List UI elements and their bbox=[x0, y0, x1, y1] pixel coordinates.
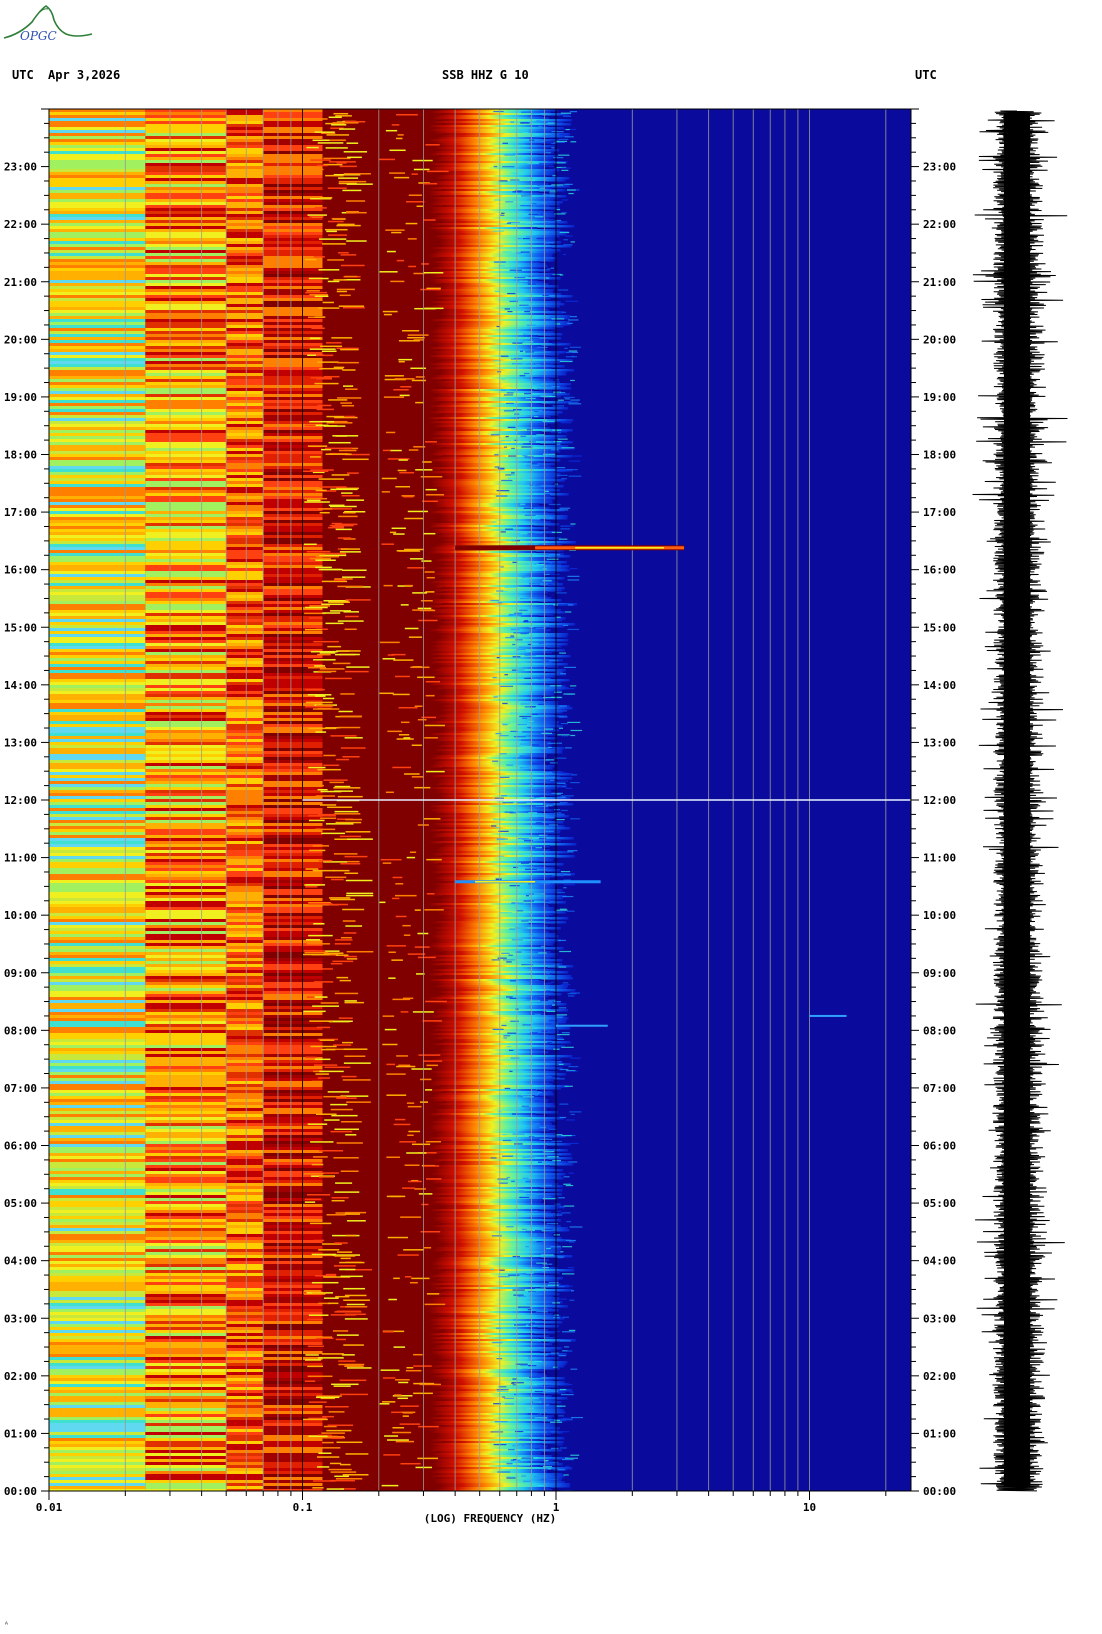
right-time-tick-label: 09:00 bbox=[923, 967, 956, 980]
right-time-tick-label: 21:00 bbox=[923, 276, 956, 289]
right-time-tick-label: 05:00 bbox=[923, 1197, 956, 1210]
left-time-tick-label: 20:00 bbox=[4, 333, 37, 346]
event-line-core bbox=[475, 880, 536, 883]
right-time-tick-label: 13:00 bbox=[923, 736, 956, 749]
left-time-tick-label: 00:00 bbox=[4, 1485, 37, 1498]
right-time-tick-label: 23:00 bbox=[923, 161, 956, 174]
right-time-tick-label: 19:00 bbox=[923, 391, 956, 404]
right-time-tick-label: 18:00 bbox=[923, 449, 956, 462]
right-time-tick-label: 11:00 bbox=[923, 852, 956, 865]
event-line-peak bbox=[575, 546, 665, 549]
frequency-axis: 0.01 0.1 1 10 bbox=[36, 1491, 887, 1514]
right-time-tick-label: 17:00 bbox=[923, 506, 956, 519]
right-time-tick-label: 16:00 bbox=[923, 564, 956, 577]
station-title: SSB HHZ G 10 bbox=[442, 68, 529, 82]
left-time-tick-label: 02:00 bbox=[4, 1370, 37, 1383]
left-time-tick-label: 14:00 bbox=[4, 679, 37, 692]
band-0.01-0.024 bbox=[49, 109, 146, 1491]
left-time-tick-label: 10:00 bbox=[4, 909, 37, 922]
right-time-tick-label: 02:00 bbox=[923, 1370, 956, 1383]
left-timezone-label: UTC bbox=[12, 68, 34, 82]
right-timezone-label: UTC bbox=[915, 68, 937, 82]
right-time-tick-label: 04:00 bbox=[923, 1255, 956, 1268]
x-axis-title: (LOG) FREQUENCY (HZ) bbox=[424, 1512, 556, 1525]
left-time-tick-label: 11:00 bbox=[4, 852, 37, 865]
speckle-marks bbox=[302, 110, 584, 1491]
opgc-logo: OPGC bbox=[3, 5, 93, 43]
frequency-tick-label: 1 bbox=[553, 1501, 560, 1514]
right-time-tick-label: 01:00 bbox=[923, 1427, 956, 1440]
band-0.05-0.07 bbox=[226, 109, 264, 1491]
right-time-tick-label: 08:00 bbox=[923, 1024, 956, 1037]
event-line bbox=[809, 1014, 847, 1017]
left-time-tick-label: 03:00 bbox=[4, 1312, 37, 1325]
left-time-tick-label: 16:00 bbox=[4, 564, 37, 577]
right-time-tick-label: 12:00 bbox=[923, 794, 956, 807]
right-time-tick-label: 14:00 bbox=[923, 679, 956, 692]
left-time-tick-label: 01:00 bbox=[4, 1427, 37, 1440]
frequency-tick-label: 0.01 bbox=[36, 1501, 63, 1514]
frequency-tick-label: 0.1 bbox=[293, 1501, 313, 1514]
logo-text: OPGC bbox=[20, 29, 57, 43]
seismogram-path bbox=[972, 110, 1068, 1492]
right-time-tick-label: 03:00 bbox=[923, 1312, 956, 1325]
left-time-tick-label: 21:00 bbox=[4, 276, 37, 289]
left-time-tick-label: 18:00 bbox=[4, 449, 37, 462]
left-time-tick-label: 06:00 bbox=[4, 1140, 37, 1153]
left-time-axis: 00:00 01:00 02:00 03:00 04:00 05:00 06:00 07:00… bbox=[4, 108, 49, 1498]
right-time-axis: 00:00 01:00 02:00 03:00 04:00 05:00 06:00 07:00… bbox=[911, 108, 956, 1498]
right-time-tick-label: 22:00 bbox=[923, 218, 956, 231]
seismogram-trace bbox=[972, 110, 1068, 1492]
right-time-tick-label: 07:00 bbox=[923, 1082, 956, 1095]
date-label: Apr 3,2026 bbox=[48, 68, 121, 82]
left-time-tick-label: 07:00 bbox=[4, 1082, 37, 1095]
right-time-tick-label: 20:00 bbox=[923, 333, 956, 346]
corner-mark: ᴬ bbox=[4, 1620, 9, 1629]
left-time-tick-label: 17:00 bbox=[4, 506, 37, 519]
seismogram-core bbox=[1004, 113, 1030, 1487]
band-0.024-0.05 bbox=[145, 109, 227, 1491]
left-time-tick-label: 23:00 bbox=[4, 161, 37, 174]
left-time-tick-label: 09:00 bbox=[4, 967, 37, 980]
event-line bbox=[556, 1024, 608, 1027]
frequency-tick-label: 10 bbox=[803, 1501, 816, 1514]
left-time-tick-label: 13:00 bbox=[4, 736, 37, 749]
right-time-tick-label: 06:00 bbox=[923, 1140, 956, 1153]
left-time-tick-label: 08:00 bbox=[4, 1024, 37, 1037]
right-time-tick-label: 10:00 bbox=[923, 909, 956, 922]
right-time-tick-label: 00:00 bbox=[923, 1485, 956, 1498]
left-time-tick-label: 19:00 bbox=[4, 391, 37, 404]
left-time-tick-label: 12:00 bbox=[4, 794, 37, 807]
left-time-tick-label: 15:00 bbox=[4, 621, 37, 634]
left-time-tick-label: 05:00 bbox=[4, 1197, 37, 1210]
event-lines bbox=[302, 545, 911, 1027]
left-time-tick-label: 04:00 bbox=[4, 1255, 37, 1268]
band-0.07-0.12 bbox=[263, 109, 323, 1491]
left-time-tick-label: 22:00 bbox=[4, 218, 37, 231]
right-time-tick-label: 15:00 bbox=[923, 621, 956, 634]
